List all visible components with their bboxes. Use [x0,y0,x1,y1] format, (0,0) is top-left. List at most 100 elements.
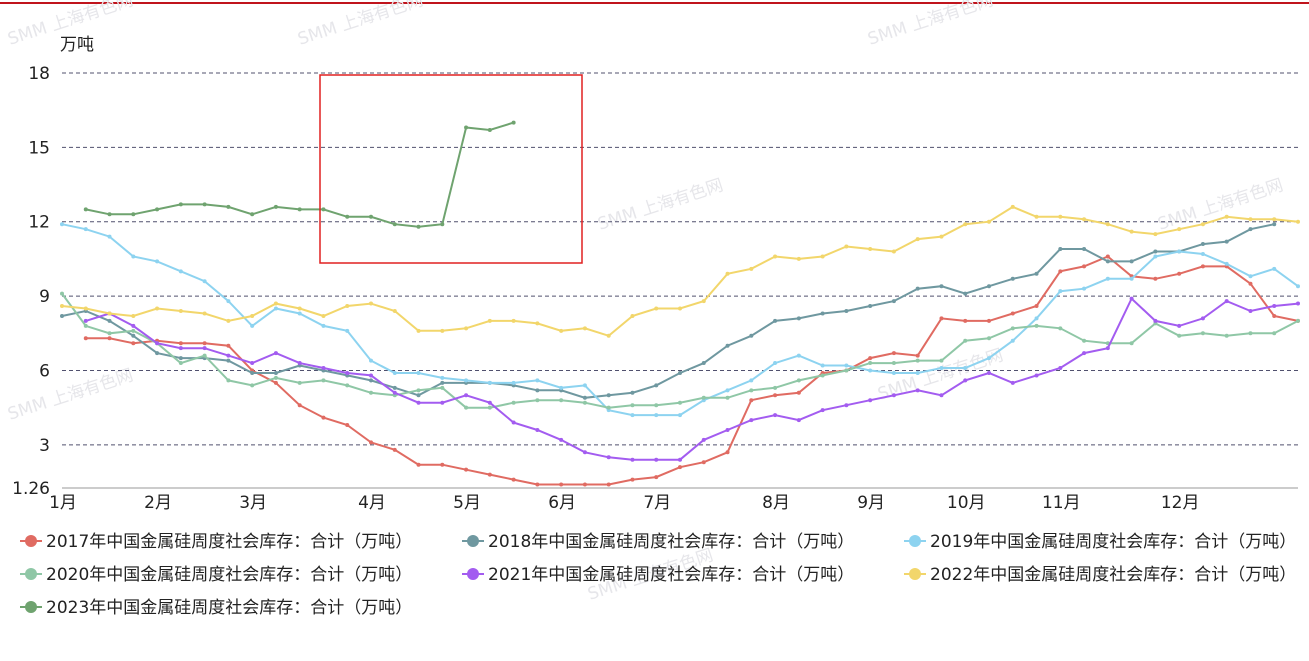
data-point [630,413,635,418]
data-point [1177,249,1182,254]
data-point [963,378,968,383]
data-point [392,385,397,390]
data-point [131,254,136,259]
data-point [273,380,278,385]
data-point [1034,323,1039,328]
data-point [963,338,968,343]
data-point [1224,214,1229,219]
data-point [582,383,587,388]
data-point [915,286,920,291]
data-point [487,380,492,385]
data-point [701,361,706,366]
data-point [606,455,611,460]
data-point [891,370,896,375]
data-point [1105,276,1110,281]
data-point [725,450,730,455]
data-point [535,482,540,487]
data-point [891,249,896,254]
data-point [297,207,302,212]
data-point [582,450,587,455]
data-point [226,343,231,348]
data-point [1272,304,1277,309]
y-tick-label: 15 [28,138,50,158]
data-point [606,393,611,398]
series-line [61,223,1299,417]
data-point [725,271,730,276]
data-point [868,356,873,361]
data-point [83,227,88,232]
data-point [559,328,564,333]
data-point [1177,333,1182,338]
series-line [85,255,1299,486]
x-tick-label: 4月 [358,493,386,513]
data-point [297,380,302,385]
data-point [1177,271,1182,276]
data-point [1105,346,1110,351]
data-point [202,346,207,351]
data-point [487,472,492,477]
data-point [1010,276,1015,281]
data-point [654,383,659,388]
data-point [630,457,635,462]
data-point [321,323,326,328]
data-point [939,393,944,398]
data-point [345,370,350,375]
data-point [416,393,421,398]
data-point [701,299,706,304]
data-point [1058,289,1063,294]
data-point [178,202,183,207]
data-point [321,366,326,371]
data-point [915,358,920,363]
data-point [511,380,516,385]
data-point [582,400,587,405]
data-point [1129,259,1134,264]
data-point [987,318,991,323]
data-point [678,306,682,311]
data-point [131,323,136,328]
data-point [725,388,730,393]
data-point [1082,247,1087,252]
data-point [107,318,112,323]
data-point [559,437,564,442]
data-point [1058,326,1063,331]
data-point [464,378,469,383]
data-point [107,234,112,239]
data-point [107,212,112,217]
data-point [630,403,635,408]
data-point [1272,313,1277,318]
data-point [606,333,611,338]
data-point [226,353,231,358]
data-point [1296,219,1300,224]
data-point [226,358,231,363]
data-point [464,405,469,410]
data-point [392,390,397,395]
data-point [1034,271,1039,276]
data-point [202,279,207,284]
data-point [440,385,445,390]
data-point [915,237,920,242]
data-point [440,380,445,385]
data-point [1248,217,1253,222]
data-point [1034,304,1039,309]
data-point [487,405,492,410]
data-point [178,346,183,351]
data-point [511,477,516,482]
data-point [773,361,778,366]
data-point [939,316,944,321]
data-point [250,361,255,366]
data-point [321,415,326,420]
data-point [250,383,255,388]
data-point [273,370,278,375]
data-point [1224,299,1229,304]
data-point [678,400,682,405]
data-point [1296,318,1300,323]
data-point [464,393,469,398]
data-point [369,214,373,219]
legend-marker [909,535,921,547]
y-tick-label: 18 [28,64,50,84]
data-point [1010,380,1015,385]
series-line [61,205,1299,337]
data-point [701,437,706,442]
data-point [440,462,445,467]
data-point [1248,308,1253,313]
